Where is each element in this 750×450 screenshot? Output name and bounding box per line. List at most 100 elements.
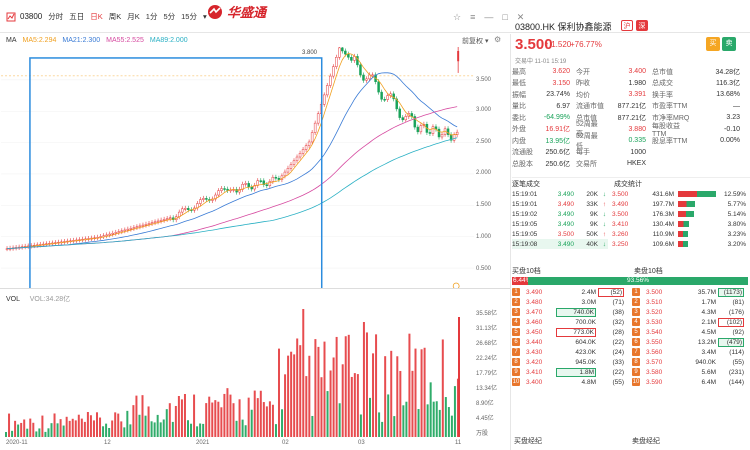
level-orders: (32) [612,318,624,326]
ticks-header: 逐笔成交 成交统计 [512,177,750,188]
tab-weekly-k[interactable]: 周K [108,12,122,21]
candle [199,199,202,204]
volume-bar [214,400,217,437]
volume-bar [123,427,126,437]
level-number: 8 [632,358,640,366]
highlight-box [29,57,323,288]
level-orders: (102) [718,317,744,327]
level-number: 9 [632,368,640,376]
level-number: 6 [512,338,520,346]
volume-bar [47,428,50,437]
tab-15min[interactable]: 15分 [181,12,197,21]
window-icon[interactable] [6,12,16,22]
ticks-title[interactable]: 逐笔成交 [512,181,540,188]
volume-bar [372,353,375,437]
sell-broker-title: 卖盘经纪 [632,438,660,445]
tab-5min[interactable]: 5分 [163,12,176,21]
tab-5day[interactable]: 五日 [69,12,85,21]
stats-volume: 197.7M [652,200,674,208]
volume-bar [59,419,62,437]
chevron-down-icon[interactable]: ▾ [202,12,207,21]
quote-label: 均价 [576,91,590,99]
ma55-line [7,106,458,249]
level-price: 3.560 [646,348,663,356]
ask-row: 7 3.560 3.4M (114) [632,347,748,357]
volume-bar [438,409,441,437]
quote-label: 换手率 [652,91,673,99]
volume-bar [205,403,208,437]
settings-icon[interactable]: ⚙ [494,35,502,44]
volume-bar [220,407,223,437]
level-volume: 3.4M [701,348,716,356]
volume-bar [32,422,35,437]
volume-bar [126,410,129,437]
tab-1min[interactable]: 1分 [145,12,158,21]
candle [313,122,317,133]
quote-value: 116.3亿 [716,80,740,88]
volume-bar [8,413,11,437]
volume-bar [247,397,250,437]
tab-monthly-k[interactable]: 月K [127,12,140,21]
volume-bar [341,364,344,437]
tick-row: 15:19:05 3.500 50K ↑ [512,229,608,239]
candle [452,134,456,141]
tick-cell: 9K [590,220,598,228]
candle [126,228,130,231]
volume-bar [177,395,180,437]
tab-daily-k[interactable]: 日K [90,12,103,21]
candle [329,75,332,86]
menu-icon[interactable]: ≡ [470,12,476,22]
maximize-icon[interactable]: □ [502,12,508,22]
candle [362,74,365,81]
bid-row: 3 3.470 740.0K (38) [512,307,630,317]
tick-cell: 33K [586,200,598,208]
ma-label[interactable]: MA [6,36,17,44]
close-icon[interactable]: ✕ [516,12,525,22]
level-orders: (114) [729,348,744,356]
buy-button[interactable]: 买 [706,37,720,51]
candle [165,218,169,220]
window-controls: ☆ ≡ — □ ✕ [453,12,533,23]
tab-intraday[interactable]: 分时 [48,12,64,21]
level-volume: 3.0M [581,298,596,306]
stats-title[interactable]: 成交统计 [614,181,642,188]
tick-row: 15:19:08 3.490 40K ↓ [512,239,608,249]
volume-bar [183,393,186,437]
level-volume: 2.1M [701,318,716,326]
volume-bar [281,409,284,437]
stats-row: 3.500 176.3M 5.14% [612,209,748,219]
candle [289,164,293,169]
adjust-select[interactable]: 前复权 ▾ [462,38,489,45]
stats-bar-fill [678,191,716,197]
candle [401,117,404,121]
candle [184,208,187,210]
price-chart[interactable] [0,47,510,289]
quote-label: 市净率MRQ [652,114,690,122]
ask-row: 10 3.590 6.4M (144) [632,377,748,387]
volume-tick: 万股 [476,431,489,437]
event-marker-icon[interactable] [452,282,460,289]
volume-bar [296,338,299,437]
tick-cell: 9K [590,210,598,218]
volume-bar [208,396,211,437]
level-number: 6 [632,338,640,346]
minimize-icon[interactable]: — [484,12,494,22]
volume-bar [426,404,429,437]
volume-bar [23,419,26,437]
candle [283,171,287,177]
candle [162,219,166,221]
quote-value: 250.6亿 [545,149,570,157]
level-price: 3.460 [526,318,543,326]
candle [202,198,205,200]
candle [150,222,154,224]
volume-value: VOL:34.28亿 [29,296,71,303]
candle [244,183,247,185]
favorite-icon[interactable]: ☆ [453,12,462,22]
candle [223,188,226,190]
sell-button[interactable]: 卖 [722,37,736,51]
stats-pct: 3.80% [727,220,746,228]
volume-bar [187,420,189,437]
volume-chart[interactable] [0,303,510,440]
time-tick: 11 [455,440,462,446]
volume-bar [447,407,450,437]
